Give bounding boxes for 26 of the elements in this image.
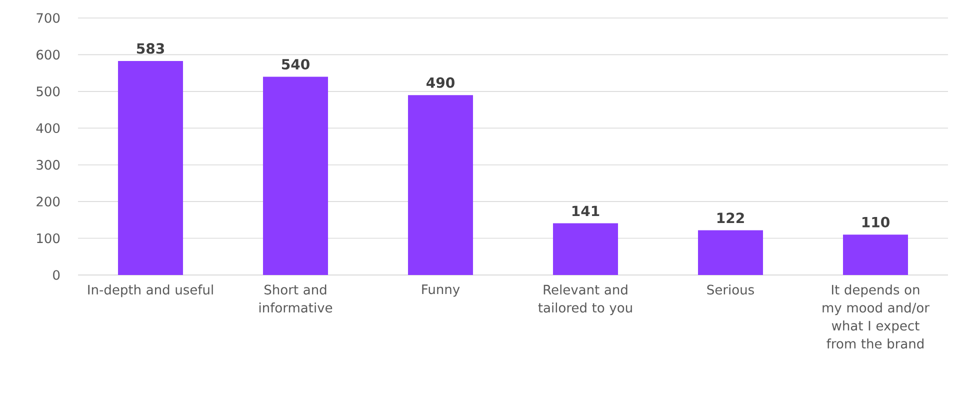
- data-label: 122: [717, 212, 744, 223]
- data-label: 110: [862, 216, 890, 228]
- y-tick-label: 400: [36, 123, 60, 134]
- data-label: 583: [136, 43, 164, 54]
- y-tick-label: 0: [53, 270, 60, 280]
- x-tick-label: In-depth and useful: [88, 284, 213, 298]
- x-tick-label: Serious: [707, 284, 754, 295]
- data-label: 490: [426, 77, 454, 88]
- data-label: 141: [572, 206, 600, 216]
- bar: [263, 76, 328, 275]
- x-tick-label: Funny: [422, 284, 460, 297]
- x-tick-label: It depends on my mood and/or what I expect from the brand: [822, 284, 930, 349]
- y-tick-label: 500: [36, 86, 60, 96]
- bar: [553, 223, 618, 275]
- y-tick-label: 200: [36, 196, 60, 206]
- bar: [843, 234, 908, 275]
- bar: [698, 230, 763, 275]
- x-tick-label: Short and informative: [259, 284, 332, 313]
- y-tick-label: 600: [36, 50, 60, 60]
- bar: [408, 95, 474, 275]
- y-tick-label: 300: [36, 160, 60, 170]
- x-tick-label: Relevant and tailored to you: [538, 284, 632, 316]
- y-tick-label: 100: [37, 233, 60, 244]
- bar: [118, 60, 184, 275]
- y-tick-label: 700: [36, 13, 60, 23]
- data-label: 540: [282, 58, 310, 70]
